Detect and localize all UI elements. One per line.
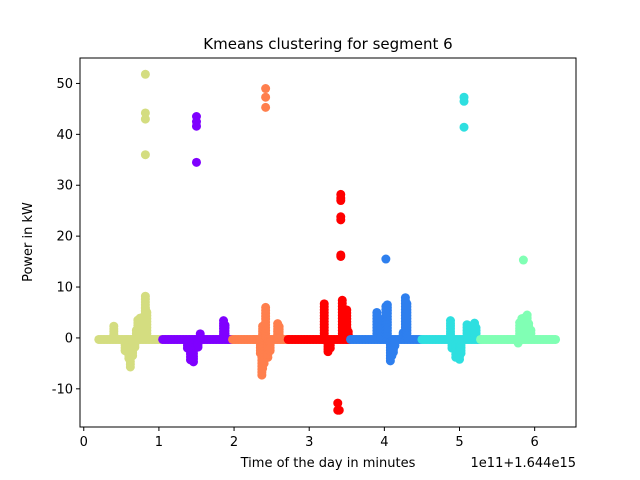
cluster-series-3	[228, 84, 293, 380]
data-point	[191, 157, 201, 167]
data-point	[140, 69, 150, 79]
x-tick-label: 3	[305, 435, 313, 450]
data-point	[130, 340, 140, 350]
chart-title: Kmeans clustering for segment 6	[203, 35, 452, 53]
cluster-series-1	[94, 69, 167, 372]
plot-area	[94, 69, 561, 415]
x-axis-ticks: 0 1 2 3 4 5 6	[80, 427, 539, 450]
y-tick-label: 40	[56, 128, 73, 143]
data-point	[195, 332, 205, 342]
data-point	[140, 114, 150, 124]
data-point	[334, 405, 344, 415]
y-tick-label: 30	[56, 179, 73, 194]
x-axis-label: Time of the day in minutes	[240, 456, 416, 471]
y-axis-ticks: -10 0 10 20 30 40 50	[52, 77, 80, 397]
x-tick-label: 5	[455, 435, 463, 450]
data-point	[265, 343, 275, 353]
data-point	[459, 96, 469, 106]
data-point	[319, 302, 329, 312]
data-point	[381, 254, 391, 264]
data-point	[220, 323, 230, 333]
data-point	[518, 255, 528, 265]
cluster-series-6	[417, 92, 485, 364]
data-point	[191, 121, 201, 131]
data-point	[261, 102, 271, 112]
data-point	[261, 305, 271, 315]
x-tick-label: 1	[155, 435, 163, 450]
x-tick-label: 4	[380, 435, 388, 450]
x-tick-label: 6	[531, 435, 539, 450]
y-tick-label: 0	[65, 331, 73, 346]
data-point	[336, 251, 346, 261]
data-point	[274, 324, 284, 334]
data-point	[336, 215, 346, 225]
data-point	[337, 298, 347, 308]
cluster-series-5	[346, 254, 426, 366]
data-point	[342, 308, 352, 318]
data-point	[261, 84, 271, 94]
y-tick-label: 50	[56, 77, 73, 92]
data-point	[526, 328, 536, 338]
data-point	[140, 150, 150, 160]
x-tick-label: 0	[80, 435, 88, 450]
data-point	[109, 324, 119, 334]
data-point	[402, 302, 412, 312]
data-point	[390, 338, 400, 348]
y-tick-label: 10	[56, 281, 73, 296]
plot-frame	[79, 57, 577, 428]
data-point	[336, 196, 346, 206]
data-point	[551, 334, 561, 344]
data-point	[456, 345, 466, 355]
data-point	[459, 122, 469, 132]
data-point	[382, 303, 392, 313]
data-point	[193, 340, 203, 350]
data-point	[125, 359, 135, 369]
y-tick-label: 20	[56, 230, 73, 245]
data-point	[471, 326, 481, 336]
data-point	[261, 92, 271, 102]
data-point	[140, 294, 150, 304]
y-tick-label: -10	[52, 382, 73, 397]
cluster-series-4	[283, 189, 355, 415]
data-point	[333, 398, 343, 408]
y-axis-label: Power in kW	[21, 202, 36, 282]
x-tick-label: 2	[230, 435, 238, 450]
data-point	[325, 340, 335, 350]
cluster-series-2	[158, 112, 237, 367]
x-axis-offset-text: 1e11+1.644e15	[471, 456, 576, 471]
data-point	[462, 323, 472, 333]
data-point	[188, 354, 198, 364]
cluster-series-7	[476, 255, 561, 348]
data-point	[445, 318, 455, 328]
data-point	[142, 310, 152, 320]
